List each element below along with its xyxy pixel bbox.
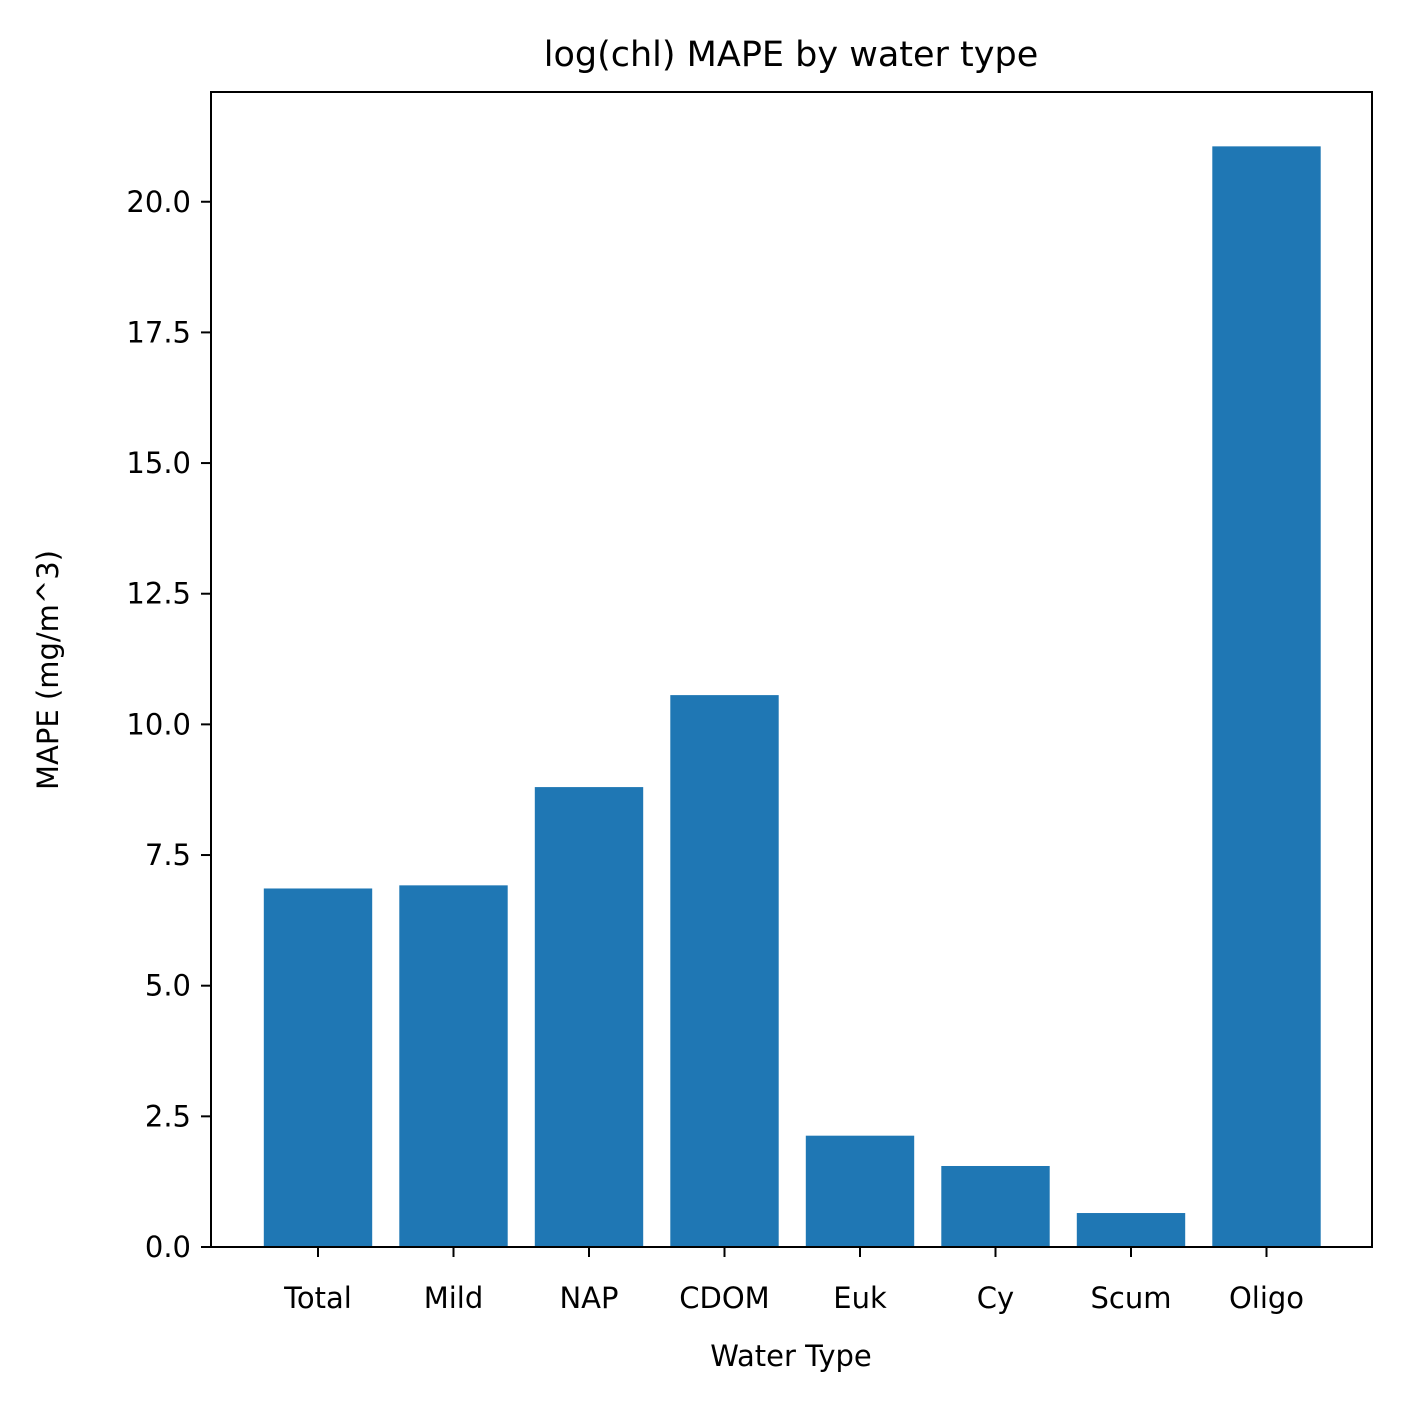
bar-euk	[805, 1135, 915, 1247]
x-tick-label: Total	[283, 1281, 352, 1315]
y-tick-label: 20.0	[126, 185, 191, 219]
y-axis: 0.0 2.5 5.0 7.5 10.0 12.5 15.0 17.5 20.0	[126, 185, 211, 1264]
y-tick-label: 15.0	[126, 446, 191, 480]
bar-nap	[534, 787, 644, 1247]
x-tick-label: Scum	[1091, 1281, 1172, 1315]
y-axis-label: MAPE (mg/m^3)	[31, 550, 65, 790]
y-tick-label: 17.5	[126, 315, 191, 349]
bar-scum	[1076, 1213, 1186, 1247]
x-axis: Total Mild NAP CDOM Euk Cy Scum Oligo	[283, 1247, 1304, 1315]
y-tick-label: 10.0	[126, 707, 191, 741]
x-tick-label: CDOM	[679, 1281, 769, 1315]
bar-mild	[399, 885, 508, 1247]
y-tick-label: 5.0	[145, 969, 191, 1003]
bars-group	[263, 146, 1321, 1248]
x-tick-label: Euk	[833, 1281, 887, 1315]
y-tick-label: 0.0	[145, 1230, 191, 1264]
bar-cdom	[670, 695, 779, 1247]
plot-frame	[210, 91, 1373, 1248]
bar-cy	[941, 1165, 1050, 1247]
x-tick-label: NAP	[559, 1281, 618, 1315]
bar-total	[263, 888, 373, 1247]
y-tick-label: 2.5	[145, 1099, 191, 1133]
y-tick-label: 12.5	[126, 577, 191, 611]
x-tick-label: Mild	[424, 1281, 484, 1315]
x-tick-label: Cy	[977, 1281, 1014, 1315]
bar-oligo	[1212, 146, 1321, 1248]
y-tick-label: 7.5	[145, 838, 191, 872]
x-axis-label: Water Type	[710, 1339, 872, 1373]
x-tick-label: Oligo	[1229, 1281, 1304, 1315]
chart-title: log(chl) MAPE by water type	[544, 35, 1039, 75]
